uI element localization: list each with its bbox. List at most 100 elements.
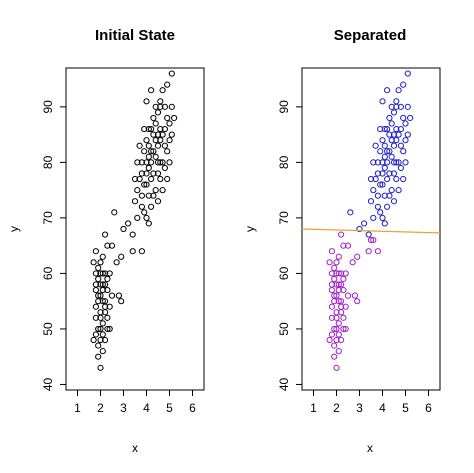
data-point — [92, 286, 100, 294]
data-point — [90, 336, 97, 344]
data-point — [342, 303, 349, 310]
data-point — [157, 159, 164, 166]
data-point — [328, 281, 335, 288]
data-point — [111, 209, 118, 216]
data-point — [347, 209, 354, 216]
data-point — [164, 81, 171, 88]
data-point — [328, 303, 335, 310]
data-point — [152, 137, 159, 144]
data-point — [92, 270, 100, 277]
x-axis-label: x — [367, 441, 373, 455]
data-point — [131, 175, 139, 183]
data-point — [379, 170, 386, 177]
data-point — [159, 87, 166, 94]
data-point — [335, 298, 342, 305]
data-point — [168, 131, 175, 138]
data-point — [99, 320, 106, 327]
data-point — [349, 259, 356, 266]
data-point — [97, 325, 104, 333]
data-point — [381, 125, 388, 133]
data-point — [118, 253, 125, 260]
data-point — [104, 242, 111, 249]
y-tick-label: 40 — [41, 377, 55, 391]
y-tick-label: 40 — [277, 377, 291, 391]
data-point — [157, 125, 164, 133]
data-point — [99, 253, 106, 260]
data-point — [367, 198, 375, 205]
data-point — [335, 320, 342, 327]
data-point — [379, 159, 386, 166]
data-point — [379, 98, 386, 105]
data-point — [340, 325, 347, 333]
data-point — [145, 125, 152, 133]
data-point — [388, 103, 395, 110]
data-point — [397, 125, 404, 133]
data-point — [407, 114, 414, 122]
data-point — [390, 131, 398, 138]
y-axis-label: y — [243, 226, 257, 232]
data-point — [95, 353, 102, 360]
data-point — [400, 148, 407, 155]
data-point — [154, 131, 162, 138]
y-tick-label: 70 — [41, 211, 55, 225]
data-point — [159, 131, 166, 138]
data-point — [342, 270, 349, 277]
data-point — [384, 125, 391, 133]
data-point — [395, 159, 402, 166]
data-point — [97, 281, 104, 288]
data-point — [402, 137, 409, 144]
data-point — [379, 181, 386, 188]
data-point — [164, 148, 171, 155]
data-point — [150, 170, 157, 177]
data-point — [400, 81, 407, 88]
y-tick-label: 60 — [277, 266, 291, 280]
data-point — [138, 192, 145, 199]
data-point — [145, 192, 152, 199]
data-point — [97, 292, 104, 299]
data-point — [400, 114, 407, 122]
data-point — [150, 114, 157, 122]
data-point — [384, 159, 391, 166]
data-point — [328, 286, 335, 294]
data-point — [150, 192, 157, 199]
data-point — [395, 131, 402, 138]
data-point — [95, 275, 102, 283]
data-point — [338, 303, 345, 310]
data-point — [338, 231, 345, 238]
data-point — [136, 175, 143, 183]
data-point — [161, 103, 168, 110]
data-point — [99, 270, 106, 277]
data-point — [377, 148, 384, 155]
data-point — [145, 164, 152, 172]
data-point — [152, 103, 159, 110]
data-point — [393, 175, 400, 183]
data-point — [157, 103, 164, 110]
data-point — [340, 242, 347, 249]
data-point — [97, 314, 104, 321]
data-point — [386, 148, 393, 155]
data-point — [104, 314, 111, 321]
y-tick-label: 50 — [41, 322, 55, 336]
data-point — [370, 237, 377, 244]
data-point — [395, 87, 402, 94]
y-tick-label: 50 — [277, 322, 291, 336]
x-axis: 1 2 3 4 5 6 — [74, 390, 196, 415]
data-point — [143, 170, 150, 177]
data-point — [92, 303, 100, 310]
data-point — [326, 259, 333, 266]
x-tick-label: 5 — [166, 401, 173, 415]
data-point — [168, 70, 175, 77]
data-point — [388, 137, 395, 144]
data-point — [367, 237, 375, 244]
data-point — [390, 198, 398, 205]
data-point — [384, 203, 391, 210]
data-point — [390, 170, 398, 177]
data-point — [143, 159, 150, 166]
data-point — [386, 131, 393, 138]
data-point — [381, 220, 388, 227]
data-point — [106, 325, 113, 333]
data-point — [129, 248, 136, 255]
data-point — [328, 314, 335, 321]
data-point — [333, 314, 340, 321]
data-point — [118, 298, 125, 305]
